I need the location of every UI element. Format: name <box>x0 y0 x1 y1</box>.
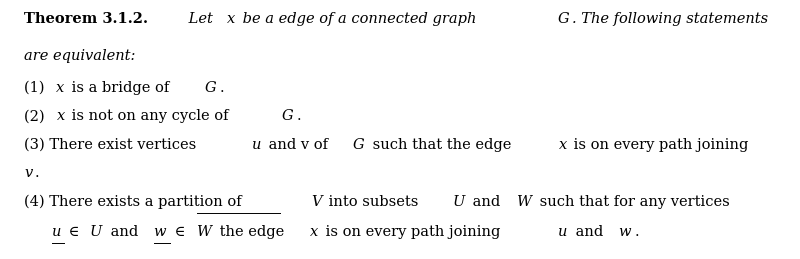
Text: u: u <box>52 225 62 239</box>
Text: is a bridge of: is a bridge of <box>67 81 174 95</box>
Text: x: x <box>57 110 65 124</box>
Text: V: V <box>310 195 322 209</box>
Text: (4) There exists a partition of: (4) There exists a partition of <box>24 195 246 209</box>
Text: v: v <box>24 167 32 181</box>
Text: W: W <box>516 195 530 209</box>
Text: are equivalent:: are equivalent: <box>24 49 135 63</box>
Text: (2): (2) <box>24 110 50 124</box>
Text: ∈: ∈ <box>170 225 190 239</box>
Text: .: . <box>34 167 39 181</box>
Text: (3) There exist vertices: (3) There exist vertices <box>24 138 201 152</box>
Text: is on every path joining: is on every path joining <box>321 225 505 239</box>
Text: x: x <box>227 12 235 26</box>
Text: x: x <box>57 81 65 95</box>
Text: G: G <box>353 138 365 152</box>
Text: .: . <box>297 110 302 124</box>
Text: is not on any cycle of: is not on any cycle of <box>67 110 234 124</box>
Text: .: . <box>220 81 225 95</box>
Text: u: u <box>558 225 568 239</box>
Text: U: U <box>452 195 465 209</box>
Text: x: x <box>559 138 567 152</box>
Text: .: . <box>634 225 639 239</box>
Text: the edge: the edge <box>215 225 289 239</box>
Text: and: and <box>468 195 505 209</box>
Text: is on every path joining: is on every path joining <box>570 138 754 152</box>
Text: Let: Let <box>184 12 218 26</box>
Text: into subsets: into subsets <box>325 195 423 209</box>
Text: u: u <box>252 138 262 152</box>
Text: such that for any vertices: such that for any vertices <box>535 195 730 209</box>
Text: (1): (1) <box>24 81 49 95</box>
Text: w: w <box>618 225 630 239</box>
Text: and v of: and v of <box>264 138 333 152</box>
Text: G: G <box>558 12 569 26</box>
Text: ∈: ∈ <box>64 225 84 239</box>
Text: x: x <box>310 225 318 239</box>
Text: and: and <box>570 225 607 239</box>
Text: such that the edge: such that the edge <box>368 138 516 152</box>
Text: . The following statements: . The following statements <box>572 12 769 26</box>
Text: G: G <box>205 81 217 95</box>
Text: U: U <box>90 225 102 239</box>
Text: w: w <box>154 225 166 239</box>
Text: W: W <box>196 225 210 239</box>
Text: G: G <box>282 110 294 124</box>
Text: and: and <box>106 225 143 239</box>
Text: be a edge of a connected graph: be a edge of a connected graph <box>238 12 486 26</box>
Text: Theorem 3.1.2.: Theorem 3.1.2. <box>24 12 148 26</box>
